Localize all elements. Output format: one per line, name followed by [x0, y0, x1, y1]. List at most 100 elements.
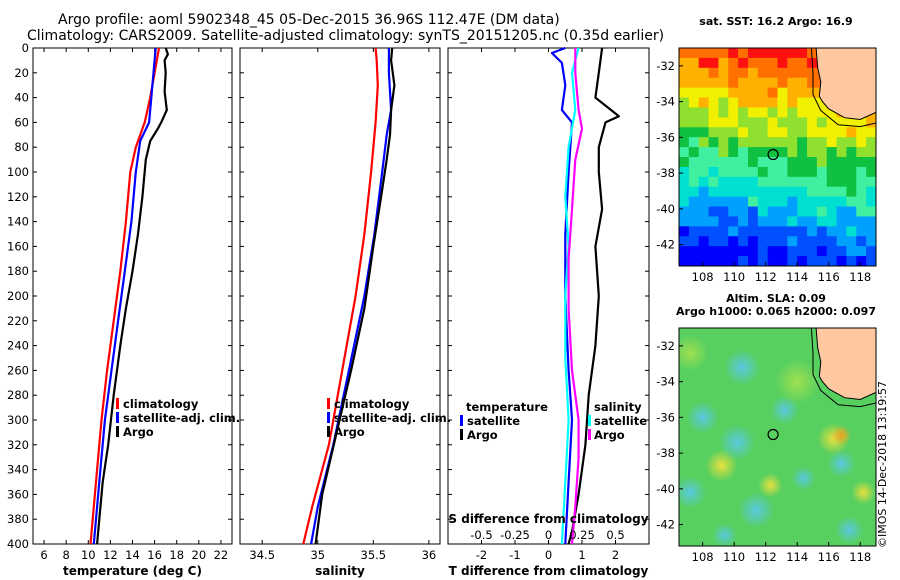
sst-cell [708, 107, 719, 118]
sst-cell [846, 127, 857, 138]
sst-cell [807, 97, 818, 109]
sst-cell [718, 246, 729, 257]
sst-cell [698, 226, 710, 237]
sst-cell [777, 186, 788, 198]
sst-cell [807, 117, 818, 128]
sst-cell [718, 176, 729, 188]
sst-cell [718, 67, 729, 79]
diff-xtick-top-label: 0.5 [606, 528, 624, 542]
diff-legend-label-left: satellite [467, 414, 520, 428]
depth-tick-label: 180 [7, 264, 29, 278]
sst-cell [816, 216, 828, 227]
sst-cell [767, 157, 779, 168]
depth-tick-label: 140 [7, 215, 29, 229]
sst-cell [856, 157, 867, 168]
sst-cell [826, 157, 838, 168]
sla-map-frame [678, 327, 877, 547]
depth-tick-label: 40 [14, 91, 29, 105]
diff-legend-label-right: Argo [594, 428, 625, 442]
sst-lon-tick-label: 112 [755, 270, 777, 284]
sla-lat-tick-label: -42 [656, 518, 675, 532]
sst-cell [718, 127, 729, 138]
sst-cell [787, 236, 798, 247]
sst-cell [698, 176, 710, 188]
sla-land [815, 328, 876, 401]
sst-cell [807, 137, 818, 148]
sst-cell [826, 137, 838, 148]
sst-cell [807, 107, 818, 118]
sst-cell [728, 87, 739, 99]
sst-argo-marker [767, 148, 779, 161]
sst-cell [787, 127, 798, 138]
sst-cell [679, 107, 690, 118]
sst-cell [777, 176, 788, 188]
temperature-frame [32, 47, 233, 545]
sst-cell [757, 226, 769, 237]
sst-cell [846, 117, 857, 128]
sst-cell [688, 236, 700, 247]
sst-cell [846, 226, 857, 237]
sst-cell [718, 107, 729, 118]
sst-cell [718, 97, 729, 109]
sst-cell [747, 127, 759, 138]
sst-cell [767, 186, 779, 198]
sst-cell [826, 196, 838, 208]
sst-cell [866, 186, 876, 198]
sst-cell [718, 137, 729, 148]
sst-cell [679, 67, 690, 79]
salinity-legend-label: Argo [334, 425, 365, 439]
sst-cell [747, 107, 759, 118]
sla-lon-tick-label: 118 [849, 550, 871, 564]
sst-cell [718, 147, 729, 158]
sst-shelf-contour [810, 48, 876, 128]
sst-cell [718, 186, 729, 198]
sst-cell [797, 226, 808, 237]
sla-feature [835, 515, 864, 544]
sst-cell [866, 157, 876, 168]
sst-map-field [679, 48, 876, 266]
sst-cell [777, 137, 788, 148]
sst-cell [738, 246, 749, 257]
sst-cell [836, 216, 848, 227]
sst-cell [777, 206, 788, 218]
sst-cell [856, 137, 867, 148]
sst-cell [787, 67, 798, 79]
sla-lat-tick-label: -40 [656, 482, 675, 496]
sst-cell [679, 117, 690, 128]
sst-cell [767, 97, 779, 109]
sst-cell [679, 216, 690, 227]
sst-cell [757, 216, 769, 227]
sst-cell [807, 48, 818, 59]
salinity-legend-label: climatology [334, 397, 410, 411]
sst-cell [708, 206, 719, 218]
sst-cell [856, 176, 867, 188]
sst-cell [728, 67, 739, 79]
diff-legend-title-right: salinity [594, 400, 642, 414]
sst-cell [698, 157, 710, 168]
sst-cell [679, 176, 690, 188]
sst-cell [767, 137, 779, 148]
sst-lat-tick-label: -36 [656, 130, 675, 144]
sst-cell [767, 117, 779, 128]
sst-cell [826, 176, 838, 188]
diff-xlabel-top: S difference from climatology [448, 512, 648, 526]
diff-xtick-top-label: -0.5 [470, 528, 492, 542]
sla-feature [679, 335, 709, 372]
sst-cell [738, 196, 749, 208]
sst-cell [797, 166, 808, 178]
sst-map: 108 110 112 114 116 118 -32 -34 -36 -38 -40 -42 [656, 47, 877, 284]
diff-legend-title-left: temperature [466, 400, 548, 414]
sla-lon-tick-label: 110 [723, 550, 745, 564]
sst-cell [767, 206, 779, 218]
sst-cell [688, 176, 700, 188]
sla-argo-marker [767, 428, 779, 441]
sla-lat-tick-label: -38 [656, 446, 675, 460]
sst-cell [757, 196, 769, 208]
sst-cell [836, 127, 848, 138]
depth-tick-label: 220 [7, 314, 29, 328]
sla-map-title-2: Argo h1000: 0.065 h2000: 0.097 [676, 305, 876, 318]
sst-cell [836, 226, 848, 237]
sst-cell [718, 196, 729, 208]
sst-cell [787, 117, 798, 128]
sst-cell [757, 97, 769, 109]
